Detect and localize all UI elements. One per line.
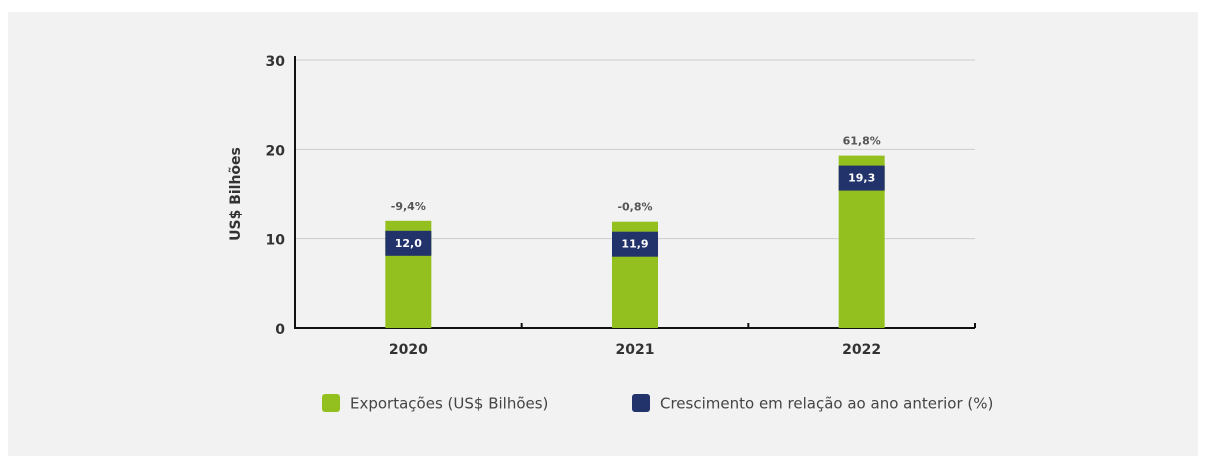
legend-swatch — [632, 394, 650, 412]
y-tick-label: 20 — [266, 143, 286, 159]
growth-label: -9,4% — [391, 200, 426, 213]
x-tick-label: 2020 — [389, 342, 428, 358]
growth-box — [612, 231, 658, 257]
y-tick-label: 0 — [275, 322, 285, 338]
growth-box — [385, 230, 432, 256]
value-label: 11,9 — [621, 238, 648, 251]
y-tick-label: 30 — [266, 54, 286, 70]
legend-label: Crescimento em relação ao ano anterior (… — [660, 395, 993, 413]
legend-label: Exportações (US$ Bilhões) — [350, 395, 548, 413]
value-label: 12,0 — [395, 237, 422, 250]
y-tick-label: 10 — [266, 233, 286, 249]
growth-label: -0,8% — [617, 201, 652, 214]
legend-swatch — [322, 394, 340, 412]
x-tick-label: 2022 — [842, 342, 881, 358]
panel — [8, 12, 1198, 456]
y-axis-label: US$ Bilhões — [228, 147, 244, 241]
growth-box — [838, 165, 885, 191]
x-tick-label: 2021 — [616, 342, 655, 358]
value-label: 19,3 — [848, 172, 875, 185]
growth-label: 61,8% — [843, 135, 881, 148]
